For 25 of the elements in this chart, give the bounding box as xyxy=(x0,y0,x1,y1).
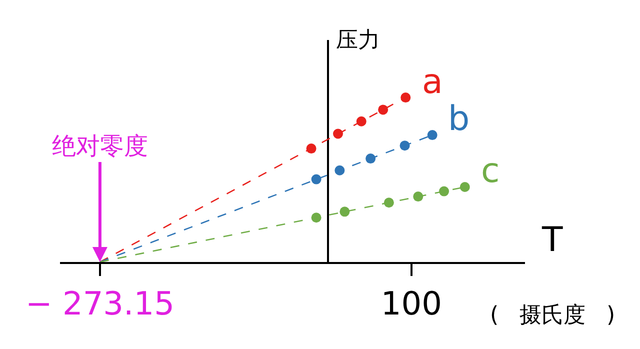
point xyxy=(366,154,376,164)
point xyxy=(334,165,345,176)
point xyxy=(306,144,316,154)
y-axis-title: 压力 xyxy=(336,28,380,53)
text: ( 摄氏度 ) xyxy=(490,303,616,328)
point xyxy=(413,192,424,202)
point xyxy=(400,140,410,151)
x-tick-label: − 273.15 xyxy=(25,284,174,322)
point xyxy=(356,116,366,126)
point xyxy=(378,104,388,115)
point xyxy=(311,174,322,184)
x-axis-title: T xyxy=(541,220,563,260)
point xyxy=(311,212,322,223)
point xyxy=(439,186,450,196)
point xyxy=(400,92,411,103)
point xyxy=(427,130,438,140)
series-label: b xyxy=(448,99,470,139)
point xyxy=(384,198,394,208)
series-label: c xyxy=(481,151,500,191)
point xyxy=(333,128,343,139)
x-tick-label: 100 xyxy=(380,284,442,322)
series-label: a xyxy=(422,62,443,102)
point xyxy=(340,206,350,217)
annotation: 绝对零度 xyxy=(52,132,148,160)
point xyxy=(460,182,470,192)
